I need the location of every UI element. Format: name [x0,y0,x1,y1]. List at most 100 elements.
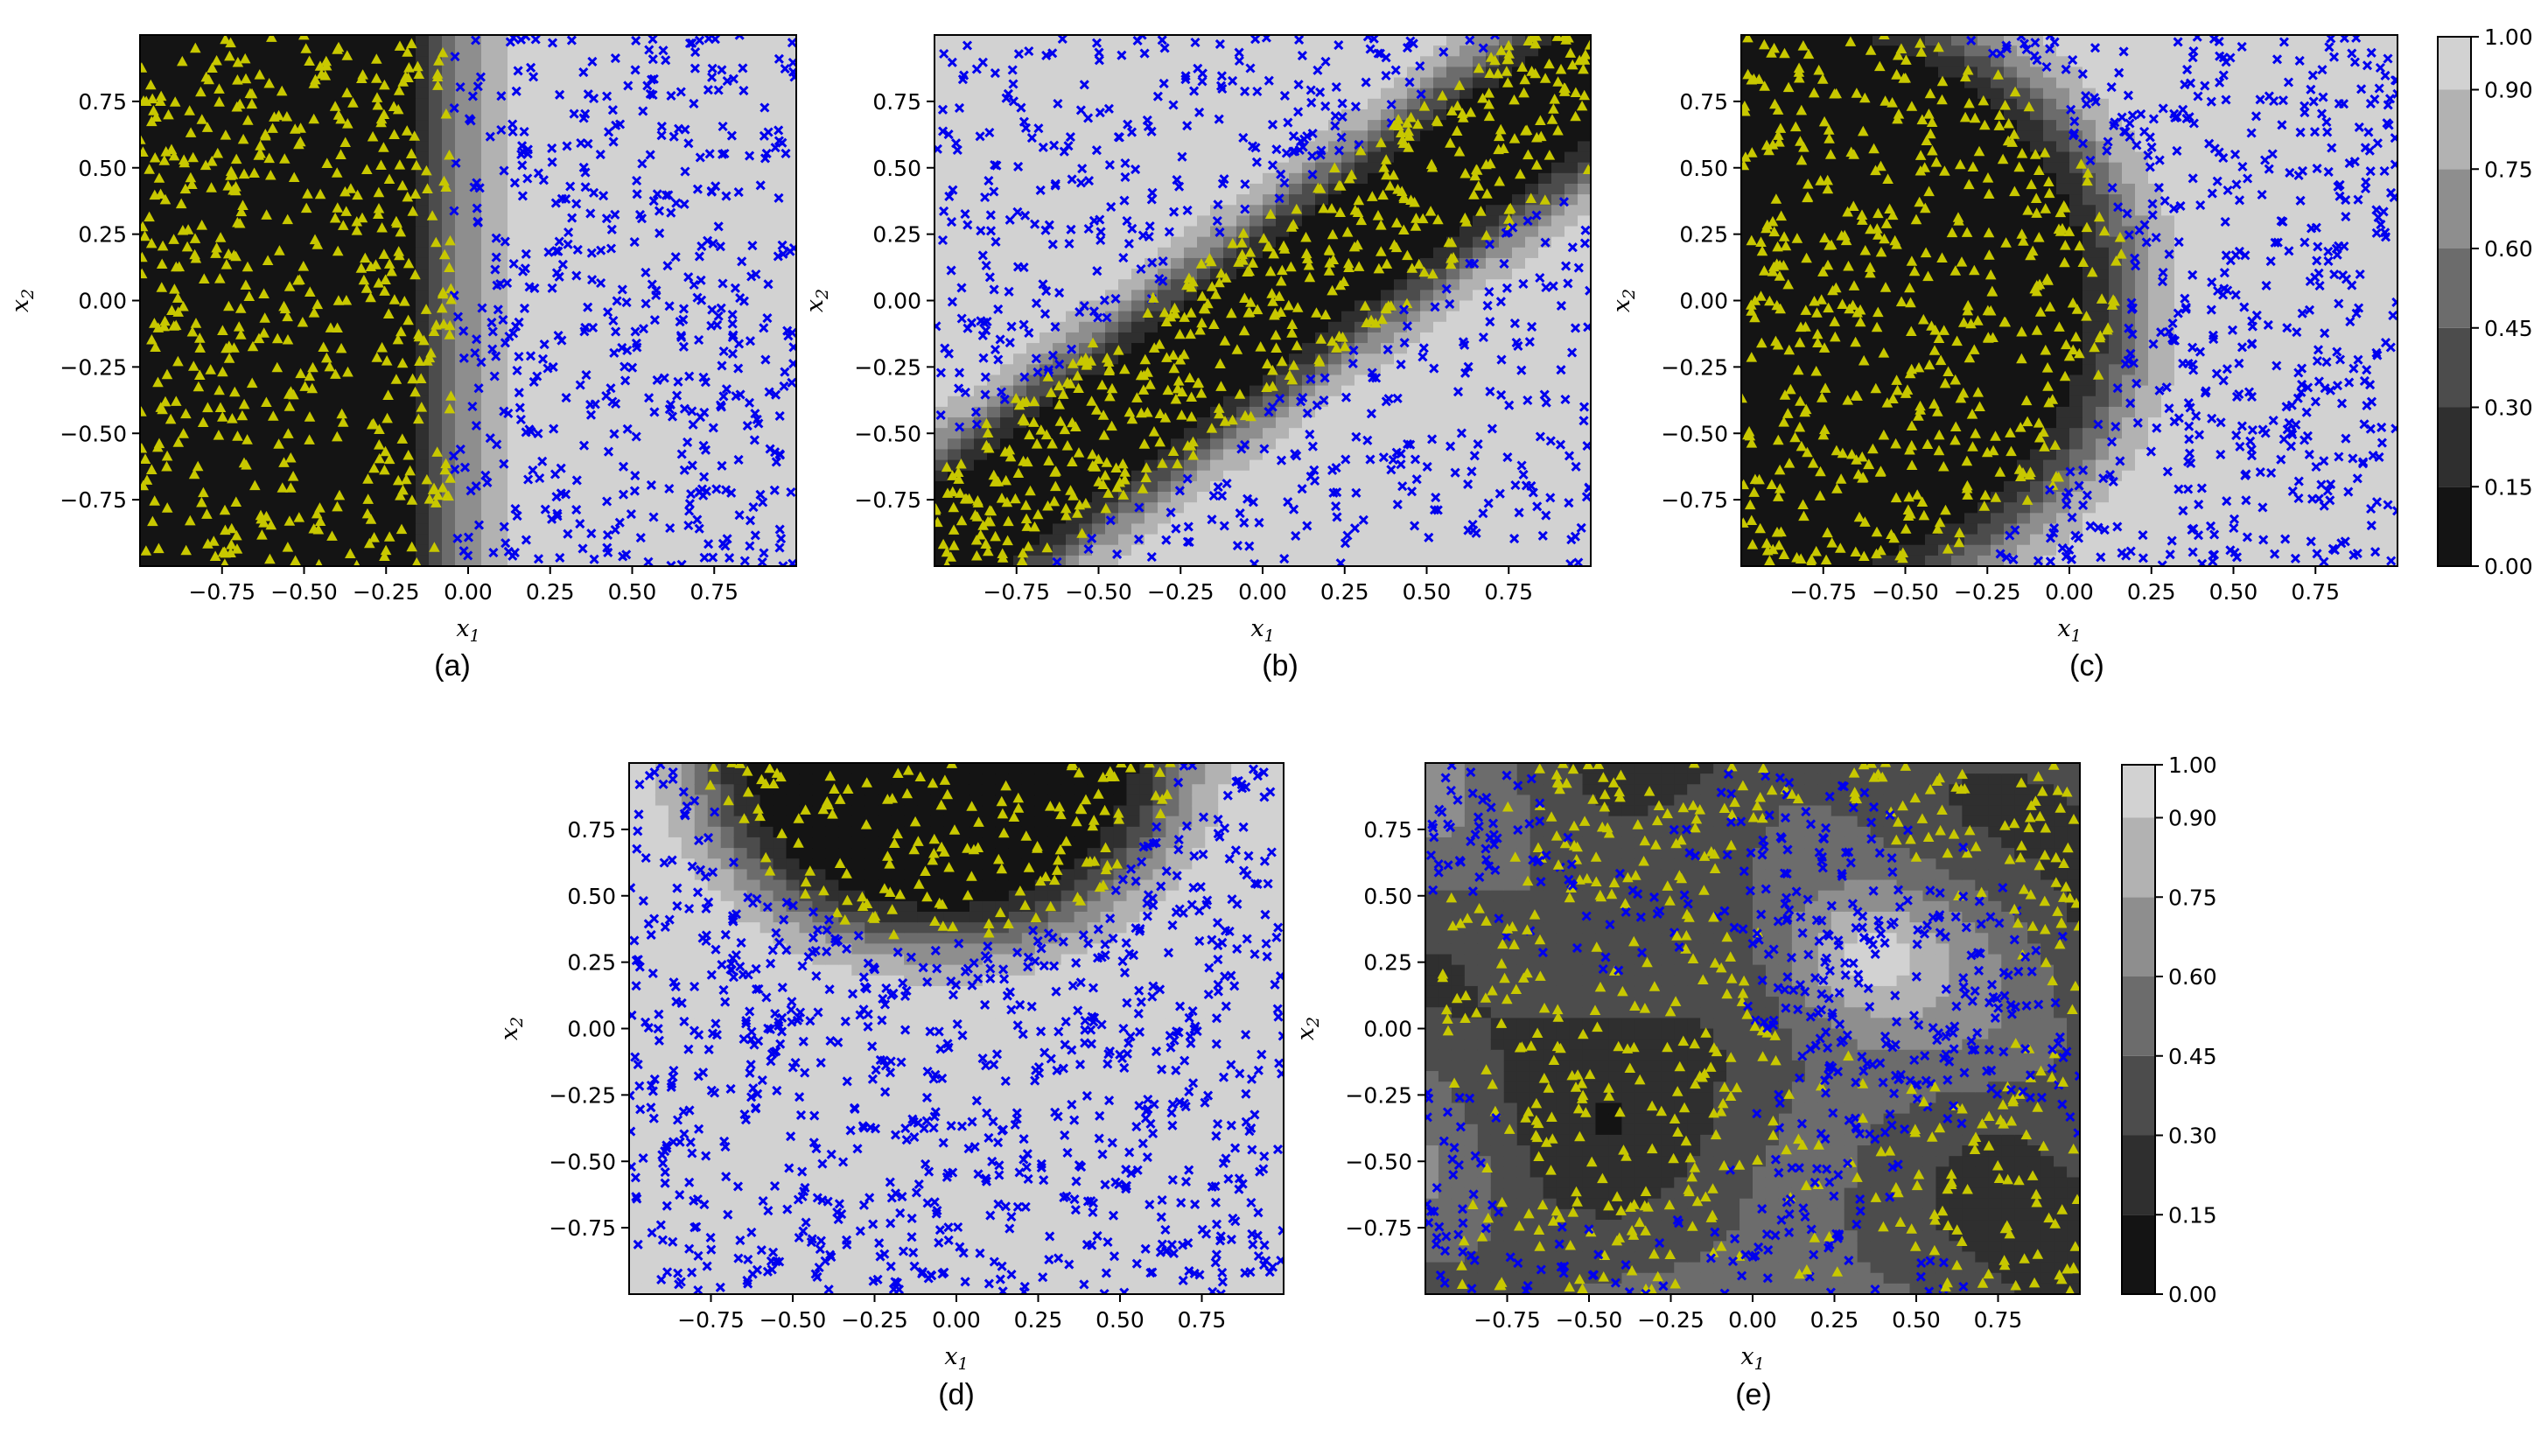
cross-marker [668,131,679,142]
cross-marker [487,344,498,354]
triangle-marker [396,523,408,535]
contour-cell [402,354,416,365]
contour-cell [573,311,587,323]
contour-cell [1040,236,1054,248]
contour-cell [1263,513,1277,525]
contour-cell [166,534,180,546]
contour-cell [961,300,975,312]
contour-cell [179,279,193,290]
contour-cell [271,194,285,206]
cross-marker [472,334,482,345]
cross-marker [477,303,487,313]
contour-cell [166,332,180,344]
contour-cell [442,438,456,451]
contour-cell [258,385,272,397]
contour-cell [508,215,522,228]
contour-cell [652,332,666,344]
contour-cell [245,300,259,312]
contour-cell [481,417,495,429]
contour-cell [192,35,206,46]
cross-marker [631,431,641,442]
contour-cell [494,290,508,302]
contour-cell [166,544,180,556]
cross-marker [498,315,508,326]
contour-cell [455,172,469,185]
contour-cell [1000,459,1014,472]
triangle-marker [233,321,245,332]
contour-cell [573,215,587,228]
contour-cell [626,534,640,546]
contour-cell [573,428,587,439]
contour-cell [1210,449,1224,461]
contour-cell [1197,120,1211,131]
cross-marker [572,244,583,255]
contour-cell [678,77,692,89]
contour-cell [455,141,469,153]
contour-cell [206,98,220,110]
contour-cell [376,502,390,514]
contour-cell [744,332,758,344]
contour-cell [534,385,548,397]
contour-cell [534,98,548,110]
contour-cell [179,236,193,248]
contour-cell [402,247,416,259]
contour-cell [1289,492,1303,503]
contour-cell [416,502,430,514]
cross-marker [713,85,724,95]
cross-marker [524,282,535,292]
contour-cell [948,534,962,546]
contour-cell [1066,523,1080,536]
cross-marker [554,236,564,247]
triangle-marker [197,416,209,427]
triangle-marker [300,202,312,214]
contour-cell [455,523,469,536]
cross-marker [555,552,565,563]
contour-cell [731,269,745,280]
contour-cell [311,151,325,164]
contour-cell [1302,544,1316,556]
contour-cell [639,354,653,365]
contour-cell [284,343,298,354]
cross-marker [632,175,642,186]
cross-marker [684,371,695,382]
contour-cell [468,279,482,290]
contour-cell [1092,257,1106,270]
contour-cell [934,374,948,387]
cross-marker [699,407,710,417]
contour-cell [948,151,962,164]
contour-cell [691,300,705,312]
contour-cell [402,172,416,185]
triangle-marker [407,373,418,384]
cross-marker [450,464,460,474]
triangle-marker [285,452,297,463]
cross-marker [622,345,633,356]
contour-cell [1210,502,1224,514]
contour-cell [599,35,613,46]
y-tick-label: 0.00 [78,289,127,314]
contour-cell [389,513,403,525]
contour-cell [731,438,745,451]
contour-cell [1302,555,1316,566]
contour-cell [284,194,298,206]
contour-cell [731,544,745,556]
contour-cell [153,555,167,566]
contour-cell [974,46,988,57]
contour-cell [245,226,259,238]
cross-marker [549,424,559,434]
contour-cell [324,226,338,238]
contour-cell [481,438,495,451]
triangle-marker [178,428,189,438]
contour-cell [665,332,679,344]
cross-marker [530,35,541,45]
contour-cell [639,194,653,206]
cross-marker [448,451,458,461]
contour-cell [691,205,705,216]
contour-cell [560,56,574,68]
contour-cell [1118,35,1132,46]
contour-cell [1026,534,1040,546]
contour-cell [639,247,653,259]
contour-cell [324,257,338,270]
contour-cell [1250,374,1264,387]
contour-cell [232,449,246,461]
contour-cell [599,162,613,174]
